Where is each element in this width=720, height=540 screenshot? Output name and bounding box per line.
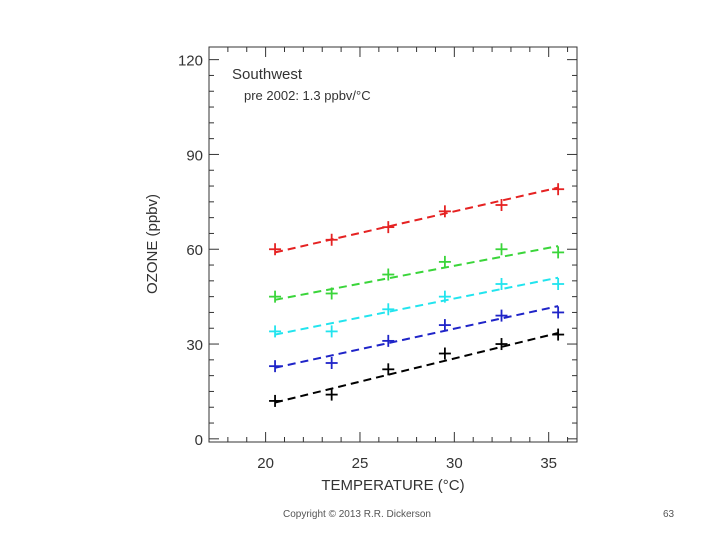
data-point-red xyxy=(495,199,508,211)
x-tick-label: 35 xyxy=(540,455,557,472)
data-point-green xyxy=(269,290,282,303)
page-number: 63 xyxy=(663,509,675,520)
data-point-red xyxy=(438,205,451,218)
fit-line-red xyxy=(274,186,559,254)
data-point-blue xyxy=(269,360,282,373)
data-point-green xyxy=(495,243,508,256)
data-point-red xyxy=(552,183,565,196)
chart-subtitle: pre 2002: 1.3 ppbv/°C xyxy=(244,88,371,103)
data-point-blue xyxy=(495,309,508,322)
y-tick-label: 60 xyxy=(186,242,203,259)
data-point-blue xyxy=(552,306,565,319)
data-point-red xyxy=(325,233,338,246)
data-point-green xyxy=(325,287,338,300)
y-tick-label: 0 xyxy=(195,432,203,449)
y-tick-label: 90 xyxy=(186,147,203,164)
data-point-cyan xyxy=(495,278,508,290)
data-point-black xyxy=(438,347,451,360)
data-point-cyan xyxy=(382,303,395,316)
data-point-green xyxy=(552,246,565,259)
data-points xyxy=(269,183,565,407)
data-point-blue xyxy=(438,319,451,332)
fit-lines xyxy=(274,186,559,404)
copyright-text: Copyright © 2013 R.R. Dickerson xyxy=(283,509,431,520)
data-point-black xyxy=(495,338,508,351)
data-point-red xyxy=(269,243,282,256)
data-point-cyan xyxy=(325,325,338,338)
data-point-blue xyxy=(325,357,338,369)
chart-title: Southwest xyxy=(232,66,303,83)
x-axis-label: TEMPERATURE (°C) xyxy=(321,477,464,494)
fit-line-green xyxy=(274,245,559,301)
fit-line-cyan xyxy=(274,276,559,336)
data-point-black xyxy=(269,394,282,407)
data-point-green xyxy=(438,255,451,268)
fit-line-black xyxy=(274,332,559,404)
plot-frame xyxy=(208,46,578,443)
y-tick-label: 120 xyxy=(178,53,203,70)
data-point-cyan xyxy=(552,278,565,290)
data-point-red xyxy=(382,221,395,234)
x-tick-label: 20 xyxy=(257,455,274,472)
data-point-blue xyxy=(382,334,395,347)
x-tick-label: 25 xyxy=(352,455,369,472)
data-point-cyan xyxy=(269,325,282,338)
data-point-black xyxy=(325,388,338,401)
data-point-black xyxy=(382,363,395,376)
data-point-green xyxy=(382,268,395,281)
x-tick-label: 30 xyxy=(446,455,463,472)
y-tick-label: 30 xyxy=(186,337,203,354)
data-point-cyan xyxy=(438,290,451,303)
axis-ticks: 0 30 60 90 120 20 25 30 35 xyxy=(178,47,577,472)
data-point-black xyxy=(552,328,565,341)
fit-line-blue xyxy=(274,305,559,369)
y-axis-label: OZONE (ppbv) xyxy=(144,194,161,294)
